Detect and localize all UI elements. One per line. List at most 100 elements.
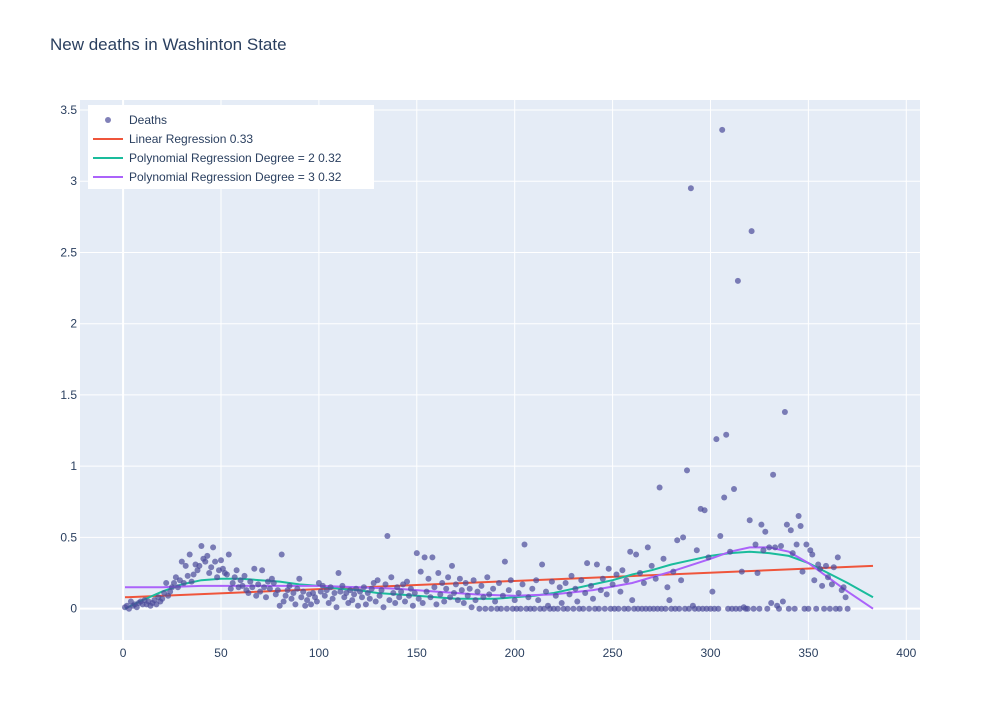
death-point [249,584,256,591]
death-point [464,592,471,599]
death-point [584,560,591,567]
death-point [799,568,806,575]
death-point [364,590,371,596]
death-point [456,575,463,582]
death-point [202,558,209,565]
death-point [163,580,170,586]
death-point [178,558,185,565]
death-point [776,605,782,612]
death-point [623,577,630,584]
death-point [582,590,589,596]
death-point [762,528,769,535]
y-tick-label: 1 [70,459,77,473]
legend-label[interactable]: Polynomial Regression Degree = 3 0.32 [129,170,342,184]
death-point [809,551,816,558]
death-point [452,581,459,588]
legend-label[interactable]: Polynomial Regression Degree = 2 0.32 [129,151,342,165]
death-point [785,605,792,612]
death-point [270,580,277,586]
death-point [478,582,485,589]
death-point [454,597,461,604]
death-point [795,513,802,519]
death-point [572,585,579,592]
death-point [574,598,581,605]
death-point [190,571,197,578]
death-point [409,602,416,609]
death-point [333,604,340,611]
death-point [423,588,430,595]
death-point [601,605,608,612]
death-point [617,588,624,595]
death-point [791,605,798,612]
y-tick-label: 3.5 [60,103,77,117]
death-point [188,578,195,585]
death-point [713,436,720,443]
legend[interactable]: Deaths Linear Regression 0.33 Polynomial R… [88,105,374,189]
death-point [529,585,536,592]
death-point [595,605,602,612]
death-point [609,581,616,588]
death-point [245,590,252,596]
death-point [460,600,467,606]
death-point [543,588,549,595]
legend-label[interactable]: Deaths [129,113,167,127]
death-point [511,597,518,604]
axis-ticks: 0 50 100 150 200 250 300 350 400 0 0.5 1 1.5 2 2.5 3 3.5 [60,103,916,660]
death-point [225,551,232,558]
death-point [198,543,205,549]
chart-title: New deaths in Washinton State [50,35,287,54]
death-point [787,527,794,534]
death-point [339,582,346,589]
death-point [288,595,295,602]
death-point [241,572,248,579]
death-point [637,570,643,576]
death-point [558,600,565,606]
death-point [492,598,499,605]
death-point [670,568,677,575]
death-point [744,605,751,612]
death-point [731,486,737,492]
death-point [568,572,575,579]
legend-label[interactable]: Linear Regression 0.33 [129,132,253,146]
death-point [676,605,683,612]
death-point [474,588,481,595]
death-point [811,577,818,584]
death-point [768,600,775,606]
death-point [656,484,663,491]
death-point [586,605,593,612]
death-point [210,544,217,551]
death-point [476,605,483,612]
death-point [750,605,757,612]
x-tick-label: 150 [407,646,427,660]
death-point [605,565,612,572]
death-point [701,507,708,514]
x-tick-label: 350 [798,646,818,660]
y-tick-label: 3 [70,174,77,188]
death-point [834,554,841,561]
death-point [760,547,767,554]
death-point [218,557,224,564]
death-point [779,598,786,605]
death-point [231,574,238,581]
death-point [552,592,559,599]
death-point [803,541,810,548]
death-point [406,592,412,599]
death-point [253,592,260,599]
death-point [578,577,585,584]
death-point [721,494,728,501]
death-point [435,570,442,576]
death-point [296,575,303,582]
x-tick-label: 200 [505,646,525,660]
death-point [748,228,755,235]
death-point [396,594,403,601]
death-point [386,597,393,604]
death-point [372,598,379,605]
death-point [797,523,804,529]
death-point [443,585,450,592]
death-point [374,577,381,584]
death-point [488,605,495,612]
y-tick-label: 1.5 [60,388,77,402]
death-point [758,521,765,528]
death-point [451,590,457,596]
